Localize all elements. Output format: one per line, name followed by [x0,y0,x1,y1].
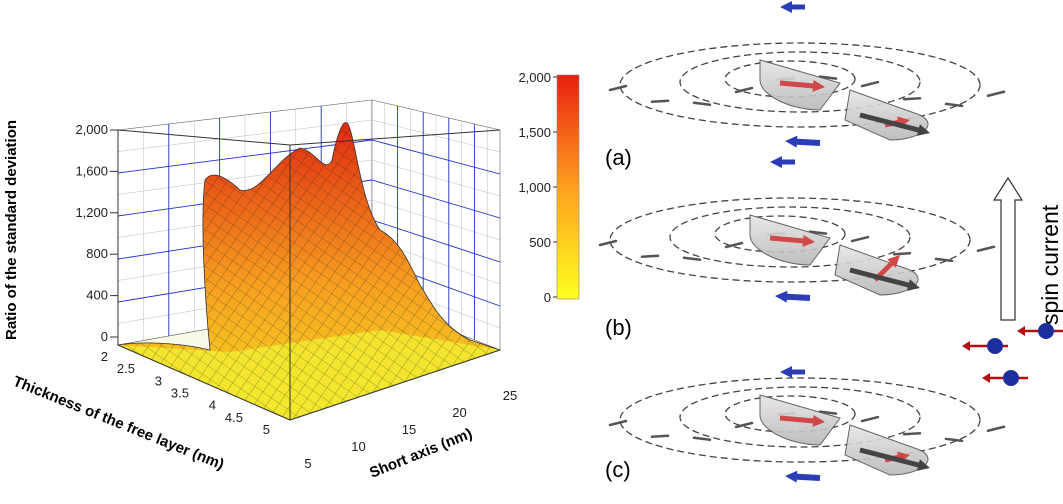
moment-arrow [769,235,808,244]
x-tick-label: 3.5 [171,386,189,401]
z-axis-label: Ratio of the standard deviation [3,120,20,340]
spin-current-label: spin current [1037,204,1063,325]
moment-head [775,290,788,303]
moment-head [780,366,792,378]
y-tick-label: 5 [304,456,311,471]
colorbar-tick-label: 500 [529,235,551,250]
colorbar-tick-label: 2,000 [518,70,551,85]
moment-head [906,279,920,291]
surface [116,122,502,421]
field-dash [608,84,628,92]
moment-head [916,459,930,471]
x-tick-label: 4 [209,398,216,413]
panel-label: (b) [605,315,632,340]
moment-arrow [859,447,923,469]
field-dash [986,90,1006,98]
field-dash [640,254,660,259]
field-line [679,386,921,448]
field-dash [818,75,838,80]
field-dash [944,102,964,108]
moment-arrow [849,267,913,289]
moment-head [812,414,825,427]
field-dash [986,425,1006,433]
colorbar-tick-label: 1,500 [518,125,551,140]
z-tick-label: 400 [86,288,108,303]
field-dash [892,251,912,256]
field-dash [944,437,964,443]
moment-arrow [779,415,818,424]
field-dash [650,434,670,439]
z-tick-label: 1,200 [75,205,108,220]
x-tick-label: 5 [263,422,270,437]
x-tick-label: 2 [101,349,108,364]
moment-head [785,135,798,148]
moment-head [780,1,792,13]
plot-edges [117,129,501,421]
y-tick-label: 10 [351,439,365,454]
field-dash [682,256,702,261]
field-dash [934,257,954,263]
y-tick-label: 15 [402,422,416,437]
moment-arrow [859,112,923,134]
x-tick-label: 4.5 [225,410,243,425]
x-tick-label: 3 [155,373,162,388]
panel-diagram: (a) [605,1,1006,170]
panel-label: (a) [605,145,632,170]
field-dash [692,436,712,441]
moment-arrow [792,138,821,146]
field-dash [734,86,754,94]
x-tick-label: 2.5 [117,361,135,376]
panel-diagram: (b) [598,156,996,340]
field-dash [692,101,712,106]
x-axis-label: Thickness of the free layer (nm) [11,373,227,473]
field-dash [608,419,628,427]
field-dash [724,241,744,249]
field-dash [902,96,922,101]
field-dash [902,431,922,436]
colorbar-tick-label: 0 [544,290,551,305]
wall-major-grid [371,139,501,175]
z-tick-label: 2,000 [75,122,108,137]
moment-head [812,79,825,92]
field-dash [734,421,754,429]
field-dash [860,415,880,423]
field-dash [818,410,838,415]
field-dash [598,239,618,247]
field-line [679,51,921,113]
y-tick-label: 20 [452,405,466,420]
field-line [619,42,981,128]
wall-major-grid [371,179,501,219]
wall-major-grid [117,139,373,174]
colorbar-tick-label: 1,000 [518,180,551,195]
z-tick-label: 1,600 [75,163,108,178]
z-tick-label: 800 [86,246,108,261]
moment-head [916,124,930,136]
field-dash [850,235,870,243]
moment-arrow [782,293,811,301]
moment-head [887,255,900,268]
field-line [619,377,981,463]
moment-arrow [779,80,818,89]
electrons [962,323,1063,386]
field-dash [808,230,828,235]
wall-major-grid [371,219,501,263]
moment-head [802,234,815,247]
field-dash [860,80,880,88]
panel-diagram: (c) [605,366,1006,483]
moment-arrow [792,473,821,481]
moment-head [785,470,798,483]
field-line [669,206,911,268]
z-tick-label: 0 [101,329,108,344]
spin-current-arrow [992,176,1024,321]
field-dash [650,99,670,104]
field-line [609,197,971,283]
y-axis-label: Short axis (nm) [367,425,475,482]
y-tick-label: 25 [503,388,517,403]
moment-head [770,156,782,168]
panel-label: (c) [605,457,631,482]
colorbar [556,74,580,300]
field-dash [976,245,996,253]
